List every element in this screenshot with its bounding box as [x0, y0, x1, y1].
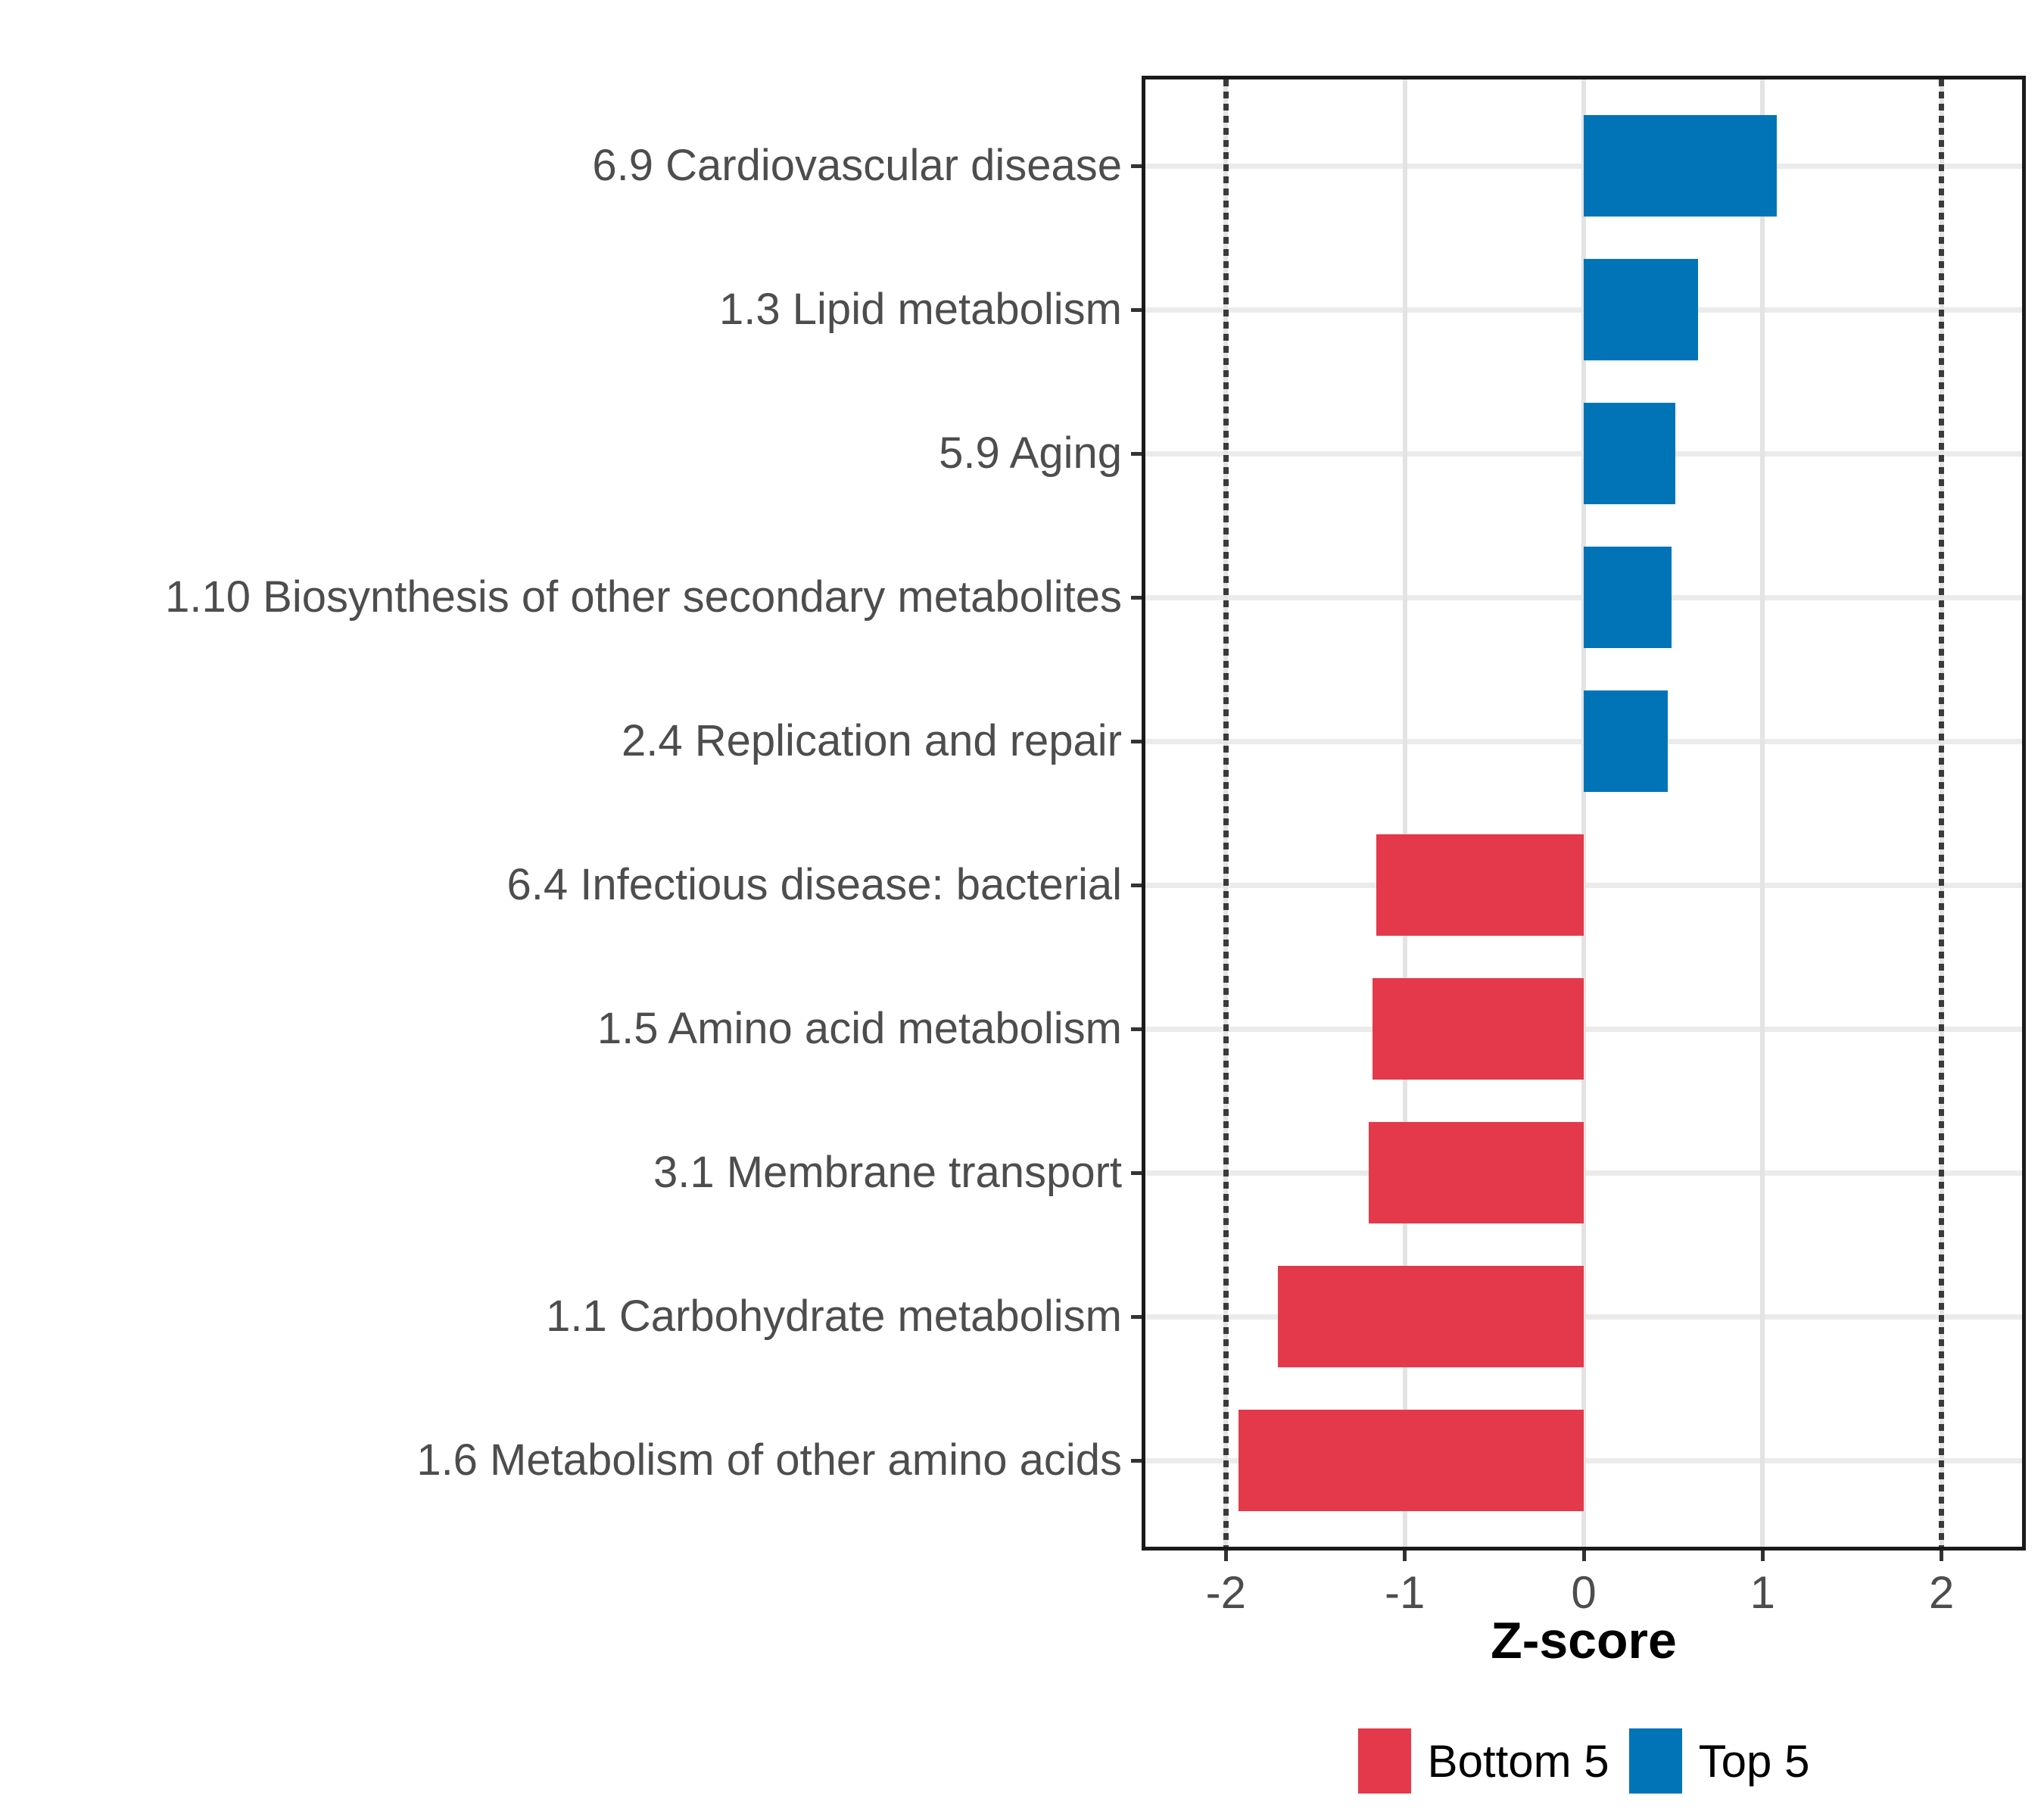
- y-tick: [1131, 1458, 1142, 1463]
- bar: [1369, 1122, 1584, 1223]
- legend-label-bottom5: Bottom 5: [1427, 1735, 1609, 1787]
- gridline-vertical: [1760, 79, 1765, 1547]
- y-tick: [1131, 883, 1142, 887]
- bar: [1373, 978, 1584, 1080]
- legend-entry-top5: Top 5: [1628, 1728, 1810, 1794]
- x-tick: [1223, 1551, 1228, 1561]
- y-axis-label: 6.9 Cardiovascular disease: [592, 141, 1122, 190]
- y-axis-label: 3.1 Membrane transport: [653, 1148, 1122, 1197]
- y-tick: [1131, 451, 1142, 456]
- y-tick: [1131, 595, 1142, 600]
- x-axis-title: Z-score: [1491, 1612, 1677, 1669]
- x-tick: [1581, 1551, 1586, 1561]
- x-tick: [1760, 1551, 1765, 1561]
- bar: [1376, 834, 1584, 936]
- y-axis-label: 1.1 Carbohydrate metabolism: [546, 1292, 1122, 1341]
- x-axis-tick-label: -2: [1205, 1567, 1247, 1618]
- x-axis-tick-label: 0: [1571, 1567, 1597, 1618]
- gridline-vertical: [1581, 79, 1586, 1547]
- y-axis-label: 1.3 Lipid metabolism: [719, 285, 1122, 334]
- bar: [1584, 403, 1675, 504]
- legend: Bottom 5 Top 5: [1142, 1728, 2026, 1794]
- y-tick: [1131, 164, 1142, 168]
- gridline-vertical: [1402, 79, 1407, 1547]
- reference-line: [1223, 79, 1229, 1547]
- legend-swatch-top5: [1628, 1728, 1682, 1794]
- x-axis-tick-label: 1: [1750, 1567, 1775, 1618]
- legend-entry-bottom5: Bottom 5: [1357, 1728, 1609, 1794]
- legend-swatch-bottom5: [1357, 1728, 1411, 1794]
- bar: [1277, 1266, 1584, 1367]
- plot-panel: [1142, 76, 2026, 1551]
- y-axis-label: 1.6 Metabolism of other amino acids: [416, 1435, 1122, 1485]
- y-tick: [1131, 739, 1142, 743]
- legend-label-top5: Top 5: [1698, 1735, 1810, 1787]
- x-tick: [1940, 1551, 1944, 1561]
- y-axis-label: 6.4 Infectious disease: bacterial: [506, 860, 1122, 909]
- y-tick: [1131, 1314, 1142, 1319]
- y-axis-label: 2.4 Replication and repair: [622, 716, 1122, 765]
- reference-line: [1939, 79, 1945, 1547]
- x-axis-tick-label: 2: [1928, 1567, 1955, 1618]
- bar: [1238, 1410, 1584, 1511]
- y-tick: [1131, 1027, 1142, 1031]
- y-axis-label: 5.9 Aging: [939, 429, 1122, 478]
- x-tick: [1403, 1551, 1407, 1561]
- bar: [1584, 115, 1778, 217]
- y-axis-label: 1.10 Biosynthesis of other secondary met…: [165, 572, 1122, 622]
- bar: [1584, 690, 1669, 792]
- y-axis-label: 1.5 Amino acid metabolism: [597, 1004, 1122, 1053]
- bar: [1584, 547, 1672, 648]
- y-tick: [1131, 1170, 1142, 1175]
- y-tick: [1131, 307, 1142, 312]
- bar: [1584, 259, 1699, 360]
- x-axis-tick-label: -1: [1384, 1567, 1426, 1618]
